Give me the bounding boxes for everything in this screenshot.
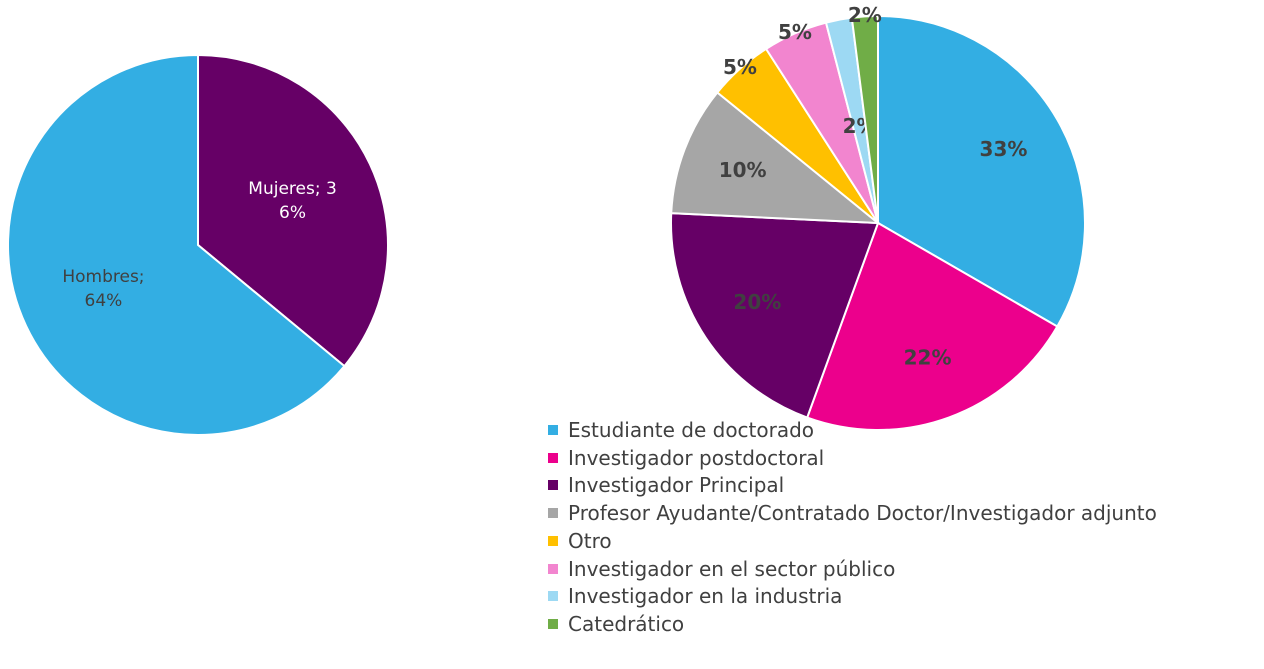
legend-label: Investigador Principal	[568, 473, 785, 498]
legend-label: Investigador en el sector público	[568, 556, 896, 581]
legend-swatch	[548, 452, 558, 463]
legend-label: Otro	[568, 528, 612, 553]
legend-label: Profesor Ayudante/Contratado Doctor/Inve…	[568, 501, 1157, 526]
pie-slice	[670, 212, 880, 419]
pie-slice	[877, 14, 1086, 328]
legend-swatch	[548, 508, 558, 519]
legend-entry: Estudiante de doctorado	[548, 418, 814, 442]
data-label: Hombres; 64%	[62, 267, 145, 312]
pie-slice	[7, 53, 346, 436]
legend-entry: Investigador Principal	[548, 473, 784, 497]
legend-label: Estudiante de doctorado	[568, 418, 815, 442]
data-label: 5%	[778, 20, 812, 44]
data-label: 10%	[719, 158, 767, 182]
data-label: 5%	[723, 55, 757, 79]
legend-label: Catedrático	[568, 611, 685, 636]
data-label: Mujeres; 36%	[248, 178, 337, 223]
legend-label: Investigador en la industria	[568, 584, 843, 609]
data-label: 22%	[904, 346, 952, 370]
pie-slice	[670, 91, 881, 225]
legend-swatch	[548, 535, 558, 546]
legend-swatch	[548, 618, 558, 629]
legend-entry: Catedrático	[548, 612, 684, 636]
legend-entry: Investigador en el sector público	[548, 557, 895, 581]
pie-slice	[850, 14, 879, 224]
pie-slice	[197, 53, 389, 368]
data-label: 20%	[733, 290, 781, 314]
legend-swatch	[548, 480, 558, 491]
legend-entry: Investigador en la industria	[548, 584, 842, 608]
data-label: 2%	[848, 3, 882, 27]
pie-slice	[805, 221, 1059, 431]
legend-swatch	[548, 563, 558, 574]
legend-entry: Profesor Ayudante/Contratado Doctor/Inve…	[548, 501, 1157, 525]
legend-label: Investigador postdoctoral	[568, 445, 825, 470]
legend-swatch	[548, 425, 558, 435]
legend-swatch	[548, 591, 558, 602]
data-label: 33%	[980, 137, 1028, 161]
legend-entry: Otro	[548, 529, 612, 553]
legend-entry: Investigador postdoctoral	[548, 446, 824, 470]
